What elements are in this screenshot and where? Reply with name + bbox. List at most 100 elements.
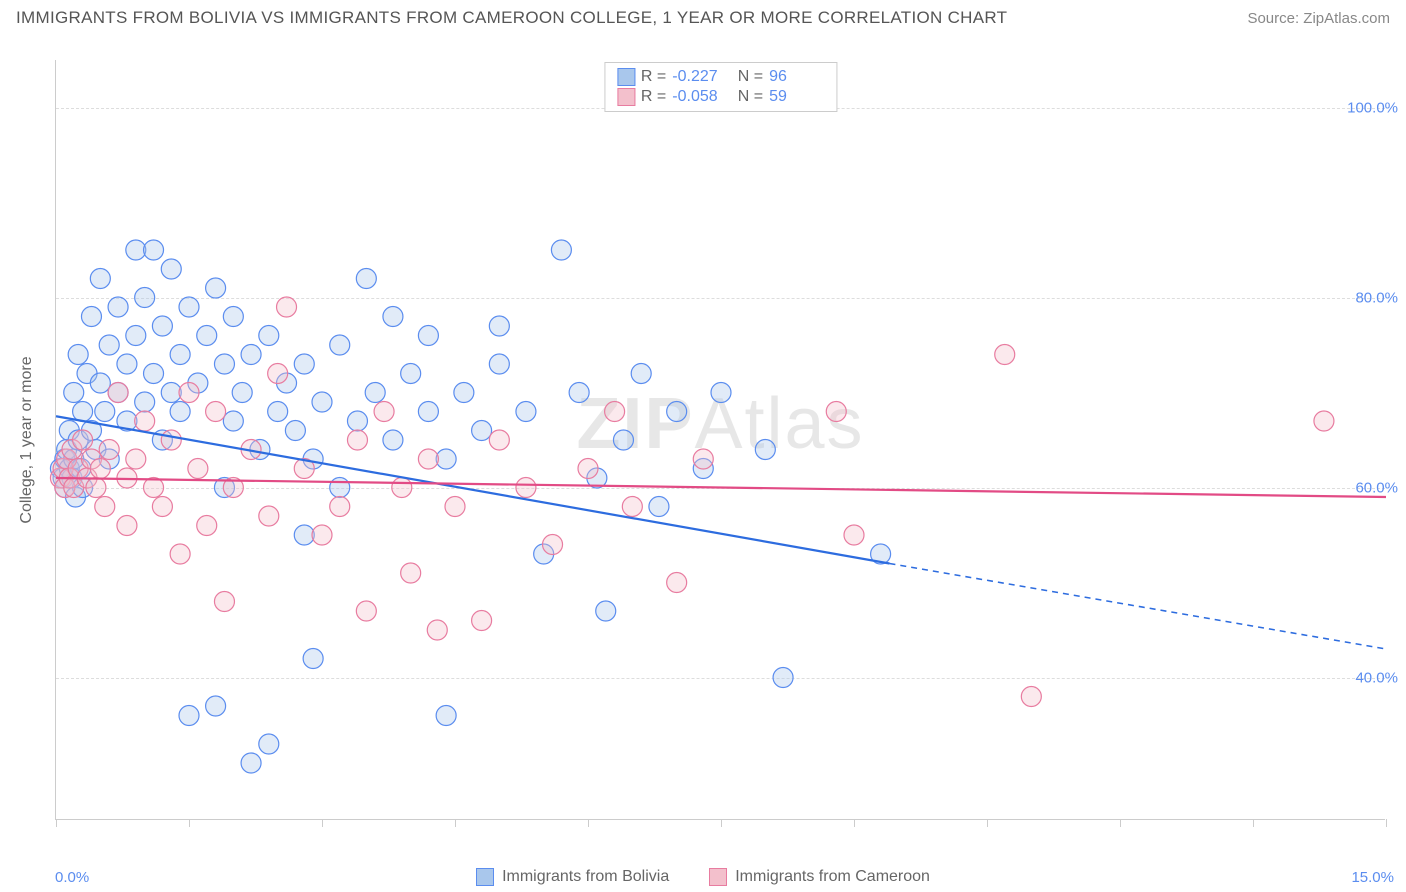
data-point: [613, 430, 633, 450]
data-point: [214, 592, 234, 612]
legend-swatch: [617, 88, 635, 106]
data-point: [472, 611, 492, 631]
data-point: [543, 535, 563, 555]
x-tick: [854, 819, 855, 827]
data-point: [161, 430, 181, 450]
data-point: [392, 478, 412, 498]
data-point: [95, 497, 115, 517]
legend-swatch: [709, 868, 727, 886]
data-point: [268, 402, 288, 422]
data-point: [197, 516, 217, 536]
data-point: [649, 497, 669, 517]
data-point: [259, 734, 279, 754]
data-point: [1314, 411, 1334, 431]
legend-n-value: 96: [769, 68, 824, 86]
data-point: [161, 383, 181, 403]
data-point: [356, 269, 376, 289]
data-point: [445, 497, 465, 517]
data-point: [418, 326, 438, 346]
data-point: [436, 449, 456, 469]
data-point: [81, 307, 101, 327]
plot-area: ZIPAtlas R =-0.227 N =96R =-0.058 N =59: [55, 60, 1385, 820]
data-point: [90, 269, 110, 289]
data-point: [179, 297, 199, 317]
data-point: [294, 525, 314, 545]
legend-n-value: 59: [769, 88, 824, 106]
data-point: [144, 364, 164, 384]
data-point: [135, 288, 155, 308]
trend-line-extension: [889, 564, 1386, 650]
data-point: [605, 402, 625, 422]
y-tick-label: 60.0%: [1355, 479, 1398, 496]
data-point: [95, 402, 115, 422]
x-tick: [455, 819, 456, 827]
data-point: [223, 307, 243, 327]
legend-stat-row: R =-0.058 N =59: [617, 87, 824, 107]
legend-stat-row: R =-0.227 N =96: [617, 67, 824, 87]
data-point: [179, 706, 199, 726]
data-point: [223, 411, 243, 431]
data-point: [693, 449, 713, 469]
data-point: [516, 402, 536, 422]
data-point: [374, 402, 394, 422]
legend-series: Immigrants from BoliviaImmigrants from C…: [0, 868, 1406, 886]
x-tick: [189, 819, 190, 827]
y-tick-label: 100.0%: [1347, 99, 1398, 116]
x-tick: [987, 819, 988, 827]
chart-container: College, 1 year or more ZIPAtlas R =-0.2…: [0, 40, 1406, 892]
data-point: [365, 383, 385, 403]
legend-r-value: -0.227: [672, 68, 727, 86]
data-point: [135, 392, 155, 412]
data-point: [667, 402, 687, 422]
data-point: [454, 383, 474, 403]
data-point: [90, 459, 110, 479]
data-point: [188, 459, 208, 479]
data-point: [596, 601, 616, 621]
data-point: [622, 497, 642, 517]
data-point: [126, 326, 146, 346]
legend-n-label: N =: [733, 88, 763, 106]
data-point: [1021, 687, 1041, 707]
data-point: [489, 354, 509, 374]
data-point: [578, 459, 598, 479]
data-point: [277, 297, 297, 317]
x-tick: [322, 819, 323, 827]
data-point: [179, 383, 199, 403]
y-tick-label: 80.0%: [1355, 289, 1398, 306]
scatter-svg: [56, 60, 1385, 819]
data-point: [330, 497, 350, 517]
data-point: [126, 449, 146, 469]
data-point: [303, 649, 323, 669]
data-point: [755, 440, 775, 460]
data-point: [418, 449, 438, 469]
data-point: [170, 402, 190, 422]
data-point: [117, 516, 137, 536]
data-point: [206, 696, 226, 716]
data-point: [117, 354, 137, 374]
x-tick: [56, 819, 57, 827]
data-point: [68, 345, 88, 365]
chart-source: Source: ZipAtlas.com: [1247, 10, 1390, 27]
x-tick: [588, 819, 589, 827]
data-point: [427, 620, 447, 640]
data-point: [418, 402, 438, 422]
data-point: [161, 259, 181, 279]
data-point: [232, 383, 252, 403]
x-tick: [721, 819, 722, 827]
legend-series-label: Immigrants from Bolivia: [502, 868, 669, 886]
data-point: [108, 383, 128, 403]
data-point: [631, 364, 651, 384]
data-point: [569, 383, 589, 403]
data-point: [995, 345, 1015, 365]
data-point: [844, 525, 864, 545]
data-point: [312, 392, 332, 412]
y-axis-title: College, 1 year or more: [18, 356, 36, 523]
legend-swatch: [476, 868, 494, 886]
data-point: [144, 240, 164, 260]
data-point: [826, 402, 846, 422]
data-point: [294, 354, 314, 374]
data-point: [330, 478, 350, 498]
data-point: [711, 383, 731, 403]
data-point: [383, 430, 403, 450]
data-point: [472, 421, 492, 441]
